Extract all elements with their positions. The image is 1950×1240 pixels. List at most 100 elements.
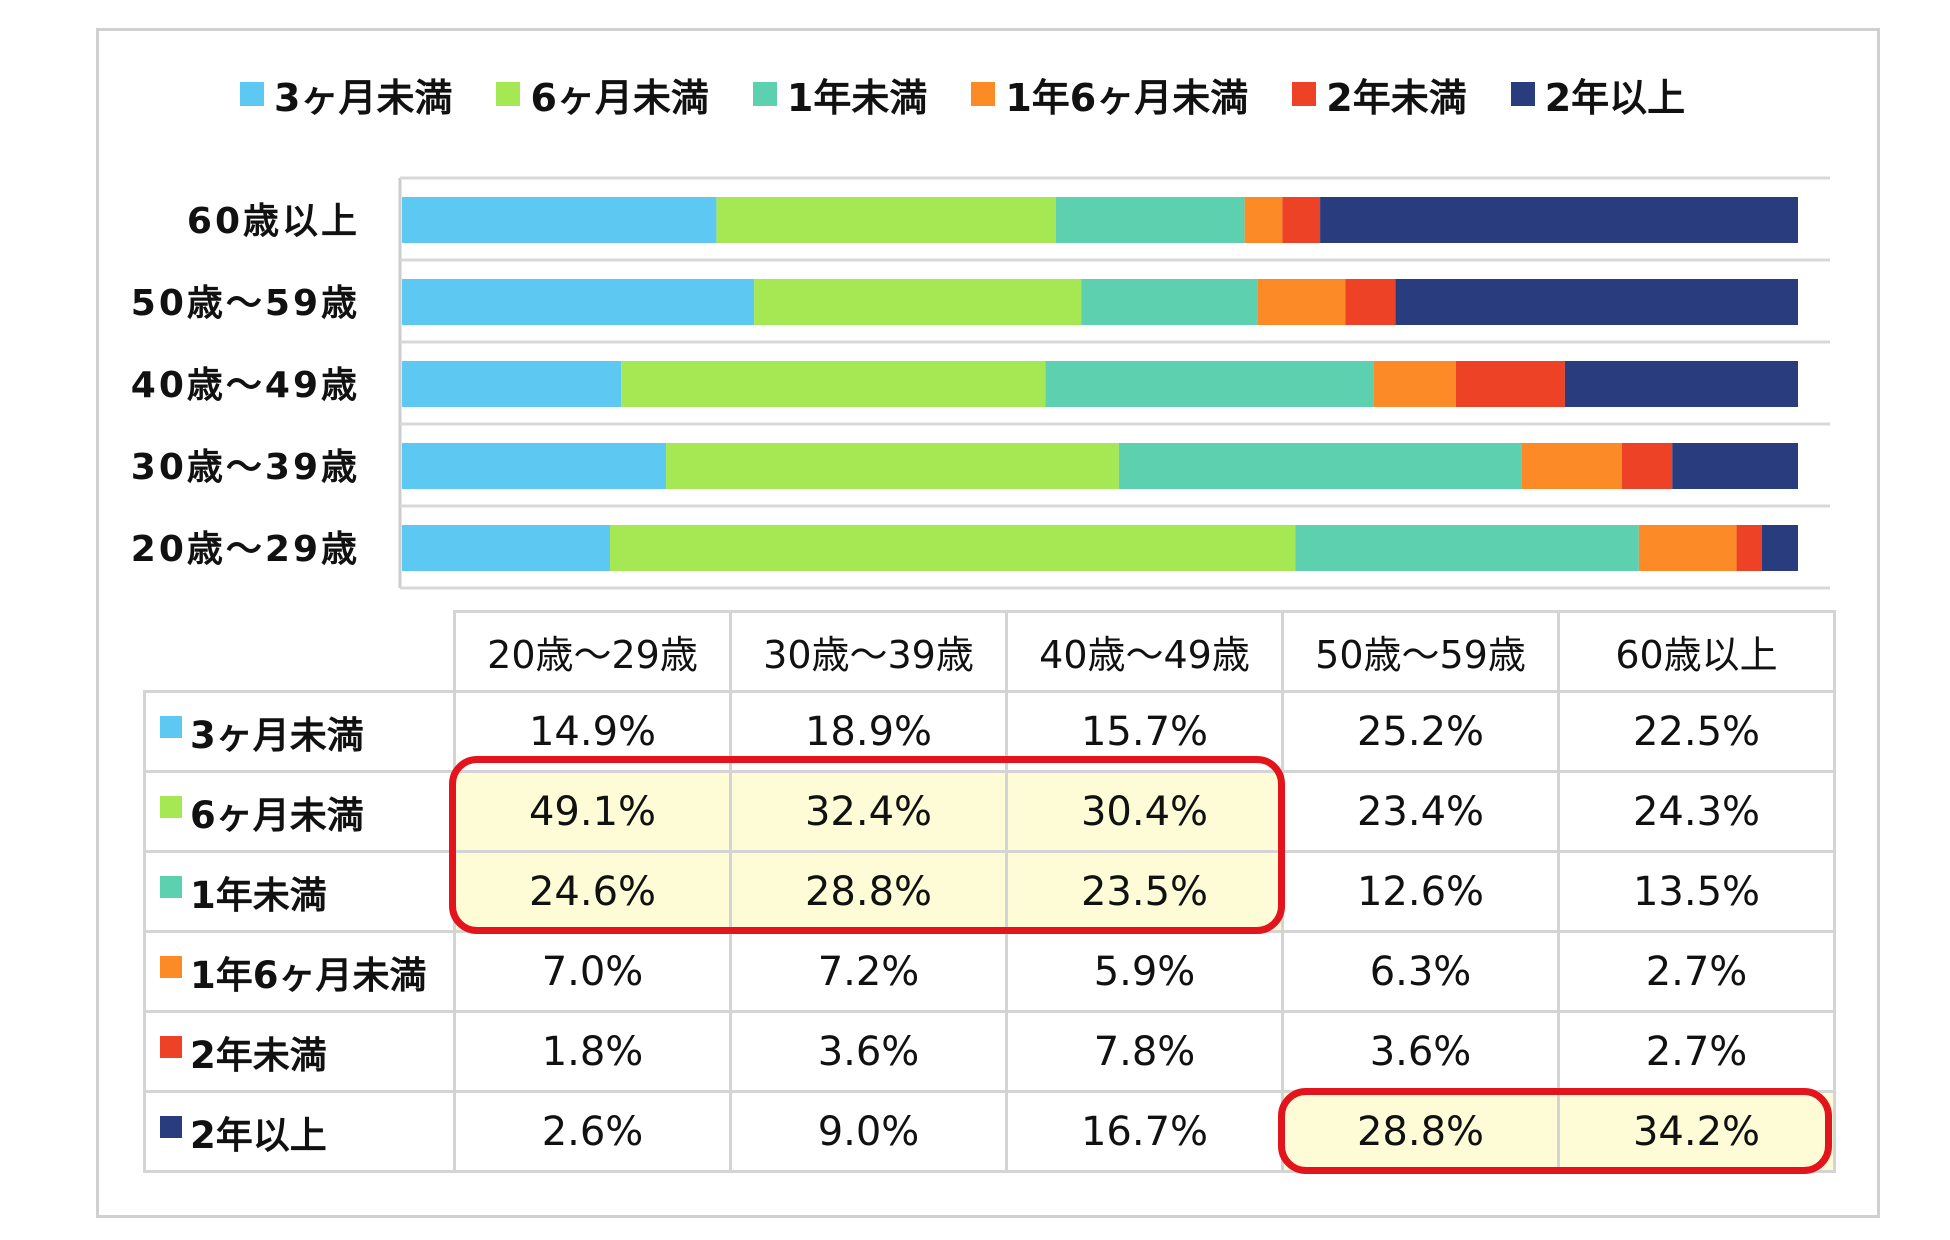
bar-segment-2y_under: [1345, 279, 1396, 325]
table-cell: 2.7%: [1557, 930, 1836, 1013]
bar-segment-3m: [402, 279, 755, 325]
table-corner: [144, 611, 456, 693]
bar-segment-3m: [402, 443, 667, 489]
category-label: 50歳～59歳: [131, 283, 360, 324]
bar-segment-2y_over: [1672, 443, 1798, 489]
legend-swatch-1y6m: [971, 82, 996, 106]
table-cell: 7.0%: [453, 930, 732, 1013]
row-swatch-6m: [160, 795, 182, 818]
legend-item-2y-under: 2年未満: [1292, 67, 1467, 122]
bar-segment-1y6m: [1521, 443, 1622, 489]
row-label: 6ヶ月未満: [190, 793, 364, 837]
category-label: 60歳以上: [187, 201, 360, 242]
bar-segment-1y6m: [1373, 361, 1456, 407]
table-cell: 5.9%: [1005, 930, 1284, 1013]
table-row: 1年6ヶ月未満 7.0% 7.2% 5.9% 6.3% 2.7%: [143, 930, 1836, 1013]
bar-segment-6m: [610, 525, 1296, 571]
category-label: 20歳～29歳: [131, 529, 360, 570]
legend-item-2y-over: 2年以上: [1510, 67, 1686, 122]
legend-label-2y-over: 2年以上: [1544, 75, 1686, 120]
legend-swatch-1y: [752, 82, 777, 106]
row-swatch-2y-under: [160, 1035, 182, 1058]
row-label: 1年6ヶ月未満: [190, 953, 427, 997]
bar-segment-1y6m: [1257, 279, 1346, 325]
table-row: 2年以上 2.6% 9.0% 16.7% 28.8% 34.2%: [143, 1090, 1836, 1173]
row-header-1y6m: 1年6ヶ月未満: [143, 930, 456, 1013]
bar-segment-1y: [1055, 197, 1245, 243]
column-header: 50歳～59歳: [1281, 610, 1560, 693]
row-label: 2年以上: [190, 1113, 327, 1157]
bar-segment-2y_over: [1564, 361, 1798, 407]
table-row: 6ヶ月未満 49.1% 32.4% 30.4% 23.4% 24.3%: [143, 770, 1836, 853]
table-cell-highlighted: 34.2%: [1557, 1090, 1836, 1173]
category-label: 40歳～49歳: [131, 365, 360, 406]
highlight-box-young-short: [449, 756, 1285, 934]
category-label: 30歳～39歳: [131, 447, 360, 488]
table-cell-highlighted: 49.1%: [453, 770, 732, 853]
bar-segment-1y6m: [1244, 197, 1283, 243]
legend-item-1y6m: 1年6ヶ月未満: [971, 67, 1248, 122]
row-swatch-2y-over: [160, 1115, 182, 1138]
table-cell: 23.4%: [1281, 770, 1560, 853]
legend-item-6m: 6ヶ月未満: [496, 67, 709, 122]
row-header-2y-under: 2年未満: [143, 1010, 456, 1093]
table-cell-highlighted: 24.6%: [453, 850, 732, 933]
legend-label-1y6m: 1年6ヶ月未満: [1005, 75, 1249, 120]
legend-swatch-3m: [240, 82, 264, 106]
table-row: 1年未満 24.6% 28.8% 23.5% 12.6% 13.5%: [143, 850, 1836, 933]
table-cell: 2.6%: [453, 1090, 732, 1173]
bar-segment-6m: [621, 361, 1046, 407]
bar-segment-2y_under: [1455, 361, 1565, 407]
bar-segment-2y_under: [1282, 197, 1321, 243]
chart-frame: [96, 28, 1880, 1218]
table-cell: 25.2%: [1281, 690, 1560, 773]
legend-item-1y: 1年未満: [752, 67, 928, 122]
table-cell: 7.2%: [729, 930, 1008, 1013]
bar-segment-3m: [402, 361, 622, 407]
bar-segment-1y: [1118, 443, 1522, 489]
row-header-6m: 6ヶ月未満: [143, 770, 456, 853]
bar-segment-2y_over: [1761, 525, 1798, 571]
table-cell: 24.3%: [1557, 770, 1836, 853]
bar-segment-2y_under: [1621, 443, 1673, 489]
legend-label-6m: 6ヶ月未満: [530, 75, 709, 120]
column-header: 30歳～39歳: [729, 610, 1008, 693]
column-header: 60歳以上: [1557, 610, 1836, 693]
legend-swatch-2y-under: [1292, 82, 1317, 106]
legend-label-1y: 1年未満: [786, 75, 928, 120]
bar-segment-2y_over: [1320, 197, 1798, 243]
table-cell-highlighted: 32.4%: [729, 770, 1008, 853]
row-swatch-1y: [160, 875, 182, 898]
legend-label-2y-under: 2年未満: [1326, 75, 1467, 120]
legend-swatch-2y-over: [1510, 82, 1535, 106]
table-cell-highlighted: 23.5%: [1005, 850, 1284, 933]
bar-segment-1y: [1295, 525, 1639, 571]
table-cell: 16.7%: [1005, 1090, 1284, 1173]
table-header-row: 20歳～29歳 30歳～39歳 40歳～49歳 50歳～59歳 60歳以上: [144, 610, 1836, 693]
row-header-1y: 1年未満: [143, 850, 456, 933]
highlight-box-older-long: [1278, 1088, 1832, 1174]
bar-segment-1y: [1081, 279, 1258, 325]
stacked-bar-chart: 60歳以上 50歳～59歳 40歳～49歳 30歳～39歳 20歳～29歳: [131, 176, 1830, 590]
bar-segment-3m: [402, 197, 717, 243]
bar-segment-3m: [402, 525, 611, 571]
row-header-3m: 3ヶ月未満: [143, 690, 456, 773]
table-cell-highlighted: 28.8%: [1281, 1090, 1560, 1173]
bar-segment-2y_under: [1736, 525, 1762, 571]
table-cell: 13.5%: [1557, 850, 1836, 933]
column-header: 40歳～49歳: [1005, 610, 1284, 693]
legend-item-3m: 3ヶ月未満: [240, 67, 452, 122]
legend-swatch-6m: [496, 82, 521, 106]
row-swatch-1y6m: [160, 955, 182, 978]
data-table: 20歳～29歳 30歳～39歳 40歳～49歳 50歳～59歳 60歳以上 3ヶ…: [143, 610, 1836, 1173]
chart-legend: 3ヶ月未満 6ヶ月未満 1年未満 1年6ヶ月未満 2年未満 2年以上: [240, 66, 1685, 122]
table-cell: 12.6%: [1281, 850, 1560, 933]
row-header-2y-over: 2年以上: [143, 1090, 456, 1173]
table-cell: 1.8%: [453, 1010, 732, 1093]
bar-segment-6m: [666, 443, 1119, 489]
table-cell-highlighted: 28.8%: [729, 850, 1008, 933]
table-row: 2年未満 1.8% 3.6% 7.8% 3.6% 2.7%: [143, 1010, 1836, 1093]
row-swatch-3m: [160, 715, 182, 738]
column-header: 20歳～29歳: [453, 610, 732, 693]
table-cell: 3.6%: [1281, 1010, 1560, 1093]
